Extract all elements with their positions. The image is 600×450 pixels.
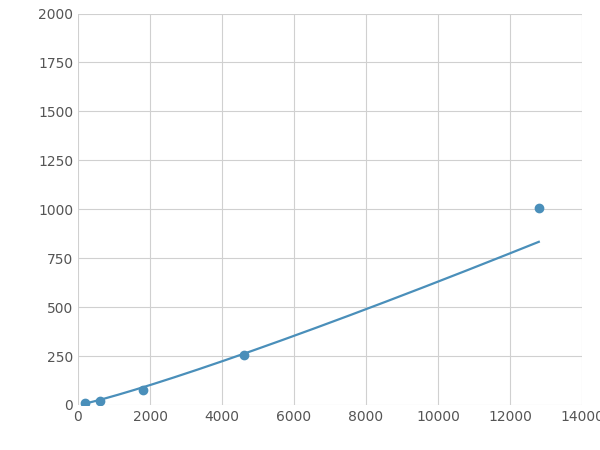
Point <box>80 400 90 407</box>
Point <box>534 205 544 212</box>
Point <box>239 351 248 359</box>
Point <box>138 387 148 394</box>
Point <box>95 397 104 405</box>
